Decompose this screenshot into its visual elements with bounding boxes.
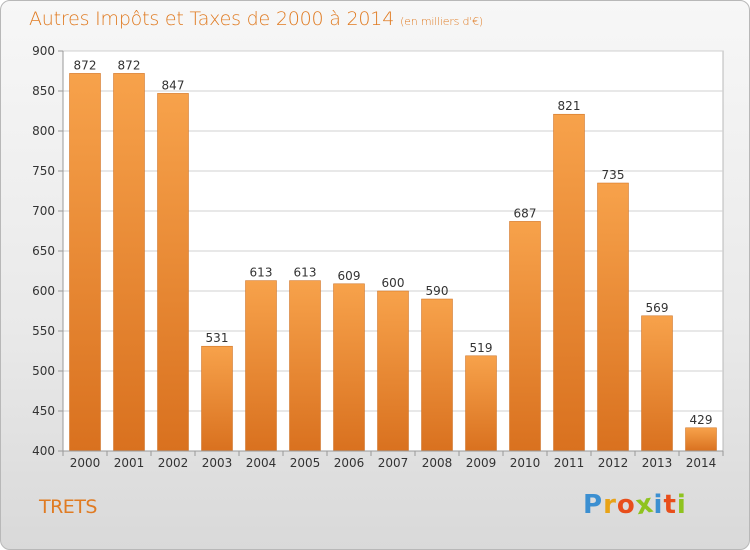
bar — [157, 93, 189, 452]
bar-value-label: 429 — [690, 413, 713, 427]
bar — [421, 298, 453, 452]
chart-title: Autres Impôts et Taxes de 2000 à 2014 (en… — [29, 8, 483, 30]
x-tick-label: 2007 — [378, 456, 409, 470]
bar — [465, 355, 497, 452]
x-tick-label: 2010 — [510, 456, 541, 470]
bar-value-label: 735 — [602, 168, 625, 182]
x-tick-label: 2006 — [334, 456, 365, 470]
bar — [333, 283, 365, 452]
x-tick-label: 2008 — [422, 456, 453, 470]
logo-letter: o — [616, 490, 636, 520]
x-tick-label: 2009 — [466, 456, 497, 470]
y-tick-label: 900 — [32, 44, 55, 58]
bar — [553, 113, 585, 452]
bar-value-label: 531 — [206, 331, 229, 345]
x-tick-label: 2004 — [246, 456, 277, 470]
y-tick-label: 750 — [32, 164, 55, 178]
logo-letter: i — [653, 490, 664, 520]
y-tick-label: 850 — [32, 84, 55, 98]
bar-value-label: 569 — [646, 301, 669, 315]
x-tick-label: 2005 — [290, 456, 321, 470]
bar — [641, 315, 673, 452]
chart-unit: (en milliers d'€) — [400, 15, 483, 28]
bar-value-label: 519 — [470, 341, 493, 355]
y-tick-label: 800 — [32, 124, 55, 138]
proxiti-logo: Proxiti — [583, 489, 687, 522]
bar-value-label: 600 — [382, 276, 405, 290]
bar-value-label: 687 — [514, 206, 537, 220]
x-tick-label: 2000 — [70, 456, 101, 470]
x-tick-label: 2014 — [686, 456, 717, 470]
bar-value-label: 590 — [426, 284, 449, 298]
bar — [509, 221, 541, 452]
x-tick-label: 2012 — [598, 456, 629, 470]
y-tick-label: 650 — [32, 244, 55, 258]
bar — [69, 73, 101, 452]
x-tick-label: 2002 — [158, 456, 189, 470]
chart-title-text: Autres Impôts et Taxes de 2000 à 2014 — [29, 8, 395, 30]
x-tick-label: 2013 — [642, 456, 673, 470]
y-tick-label: 600 — [32, 284, 55, 298]
bar — [245, 280, 277, 452]
logo-letter: P — [583, 490, 604, 520]
bar — [597, 182, 629, 452]
y-tick-label: 450 — [32, 404, 55, 418]
bar — [685, 427, 717, 452]
logo-letter: r — [603, 490, 617, 520]
bar — [377, 290, 409, 452]
x-tick-label: 2003 — [202, 456, 233, 470]
bar-value-label: 613 — [250, 266, 273, 280]
bar — [201, 345, 233, 452]
bar-value-label: 613 — [294, 266, 317, 280]
bar-value-label: 821 — [558, 99, 581, 113]
bar — [289, 280, 321, 452]
commune-name: TRETS — [39, 496, 97, 518]
y-tick-label: 700 — [32, 204, 55, 218]
x-tick-label: 2001 — [114, 456, 145, 470]
y-tick-label: 550 — [32, 324, 55, 338]
bar-value-label: 609 — [338, 269, 361, 283]
bar — [113, 73, 145, 452]
logo-letter: i — [676, 490, 687, 520]
y-tick-label: 400 — [32, 444, 55, 458]
y-tick-label: 500 — [32, 364, 55, 378]
logo-letter: t — [663, 490, 677, 520]
bar-value-label: 872 — [118, 58, 141, 72]
x-tick-label: 2011 — [554, 456, 585, 470]
bar-value-label: 847 — [162, 78, 185, 92]
bar-value-label: 872 — [74, 58, 97, 72]
